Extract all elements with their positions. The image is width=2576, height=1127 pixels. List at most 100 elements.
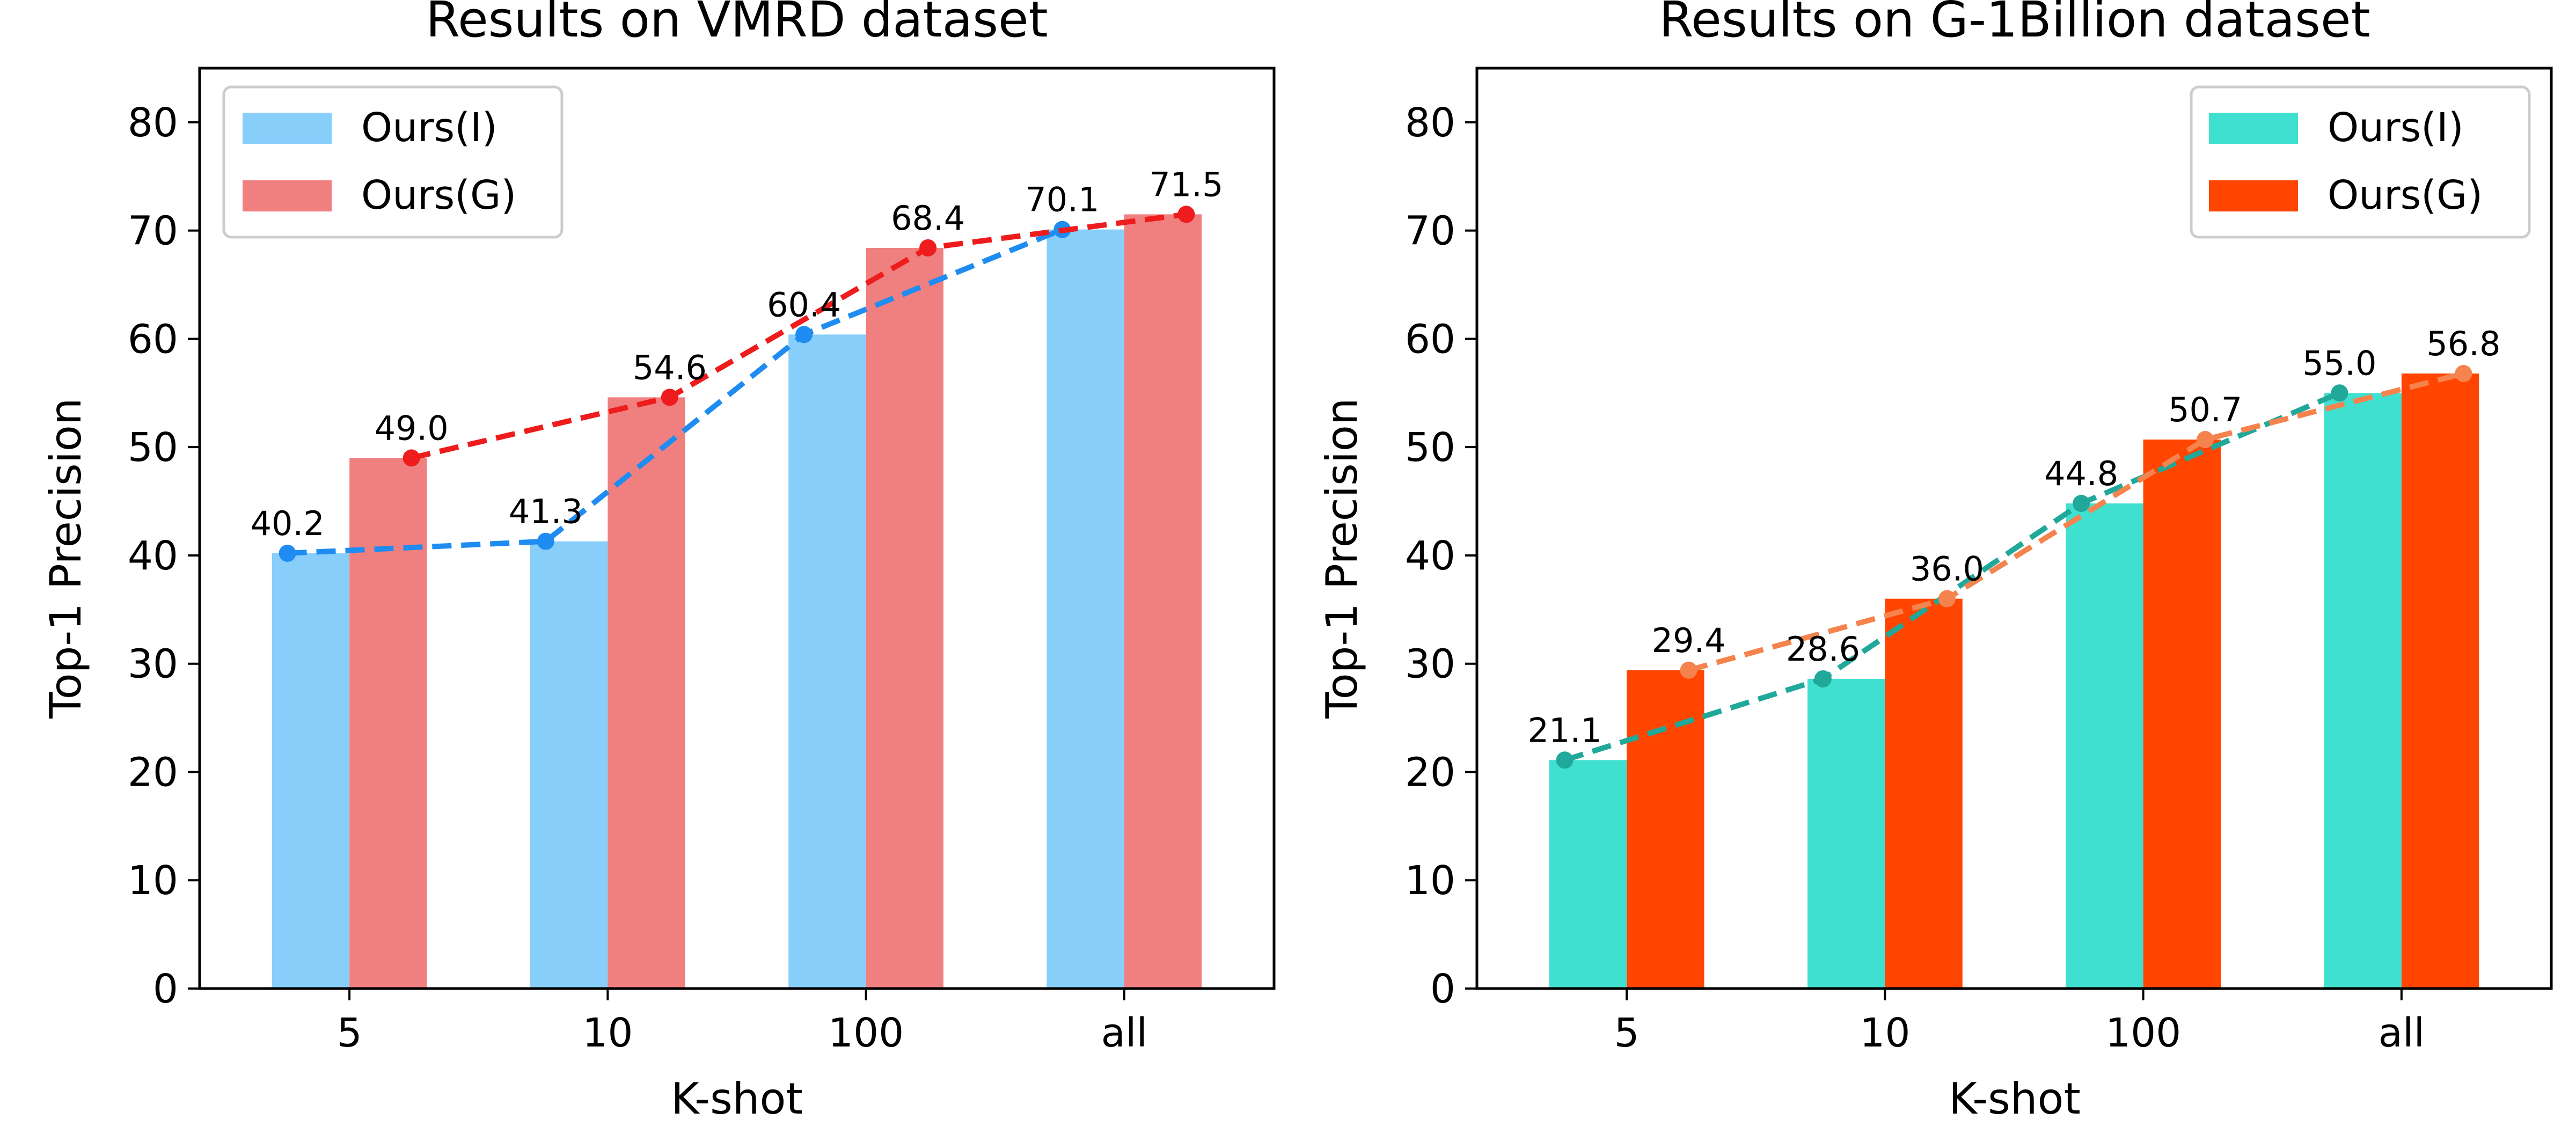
data-label-ours-g-10: 54.6 — [633, 348, 707, 387]
data-label-ours-g-10: 36.0 — [1910, 550, 1984, 589]
bars-group — [272, 214, 1202, 989]
y-tick-label: 0 — [1430, 966, 1455, 1012]
data-label-ours-i-all: 70.1 — [1025, 180, 1099, 219]
bar-ours-g-5 — [349, 458, 427, 989]
chart-panel-g1billion: Results on G-1Billion dataset K-shot Top… — [1317, 0, 2553, 1124]
data-labels-group: 40.2 41.3 60.4 70.1 49.0 54.6 68.4 71.5 — [251, 165, 1224, 543]
x-tick-label: 10 — [1860, 1010, 1910, 1056]
y-ticks-group: 0 10 20 30 40 50 60 70 80 — [1405, 100, 1477, 1012]
x-axis-label: K-shot — [1949, 1074, 2081, 1124]
data-label-ours-i-100: 60.4 — [767, 285, 841, 324]
y-tick-label: 0 — [153, 966, 178, 1012]
point-ours-g-10 — [1938, 590, 1956, 608]
data-label-ours-g-100: 68.4 — [891, 199, 965, 238]
bar-ours-i-all — [1046, 229, 1124, 989]
trend-line-ours-g — [411, 211, 1187, 461]
y-ticks-group: 0 10 20 30 40 50 60 70 80 — [128, 100, 200, 1012]
data-label-ours-i-5: 21.1 — [1528, 711, 1602, 750]
bar-ours-i-5 — [1549, 760, 1627, 989]
point-ours-g-5 — [402, 449, 420, 467]
lines-group — [279, 206, 1195, 562]
bar-ours-i-10 — [530, 541, 608, 989]
x-tick-label: 5 — [337, 1010, 362, 1056]
x-axis-label: K-shot — [671, 1074, 803, 1124]
x-tick-label: 5 — [1614, 1010, 1640, 1056]
data-label-ours-g-5: 49.0 — [375, 408, 449, 448]
y-tick-label: 50 — [128, 425, 178, 471]
trend-line-ours-g — [1688, 371, 2464, 673]
bar-ours-g-all — [1124, 214, 1202, 989]
bar-ours-i-100 — [2066, 503, 2143, 989]
point-ours-g-5 — [1680, 661, 1697, 679]
x-tick-label: all — [2379, 1010, 2425, 1056]
data-label-ours-g-all: 71.5 — [1149, 165, 1223, 204]
plot-frame — [198, 67, 1276, 990]
point-ours-i-100 — [2073, 495, 2090, 513]
y-tick-label: 50 — [1405, 425, 1455, 471]
trend-line-ours-i — [287, 226, 1064, 556]
legend-swatch-ours-g — [2209, 180, 2298, 211]
legend-swatch-ours-g — [243, 180, 332, 211]
data-label-ours-g-100: 50.7 — [2168, 390, 2242, 429]
bar-ours-g-all — [2401, 373, 2479, 989]
y-tick-label: 60 — [128, 316, 178, 362]
bar-ours-i-all — [2324, 393, 2402, 989]
legend-label-ours-i: Ours(I) — [361, 105, 497, 151]
y-axis-label: Top-1 Precision — [41, 398, 91, 719]
x-ticks-group: 5 10 100 all — [337, 989, 1147, 1056]
y-tick-label: 10 — [128, 858, 178, 904]
data-label-ours-i-100: 44.8 — [2044, 454, 2118, 493]
bar-ours-g-100 — [866, 247, 943, 989]
bars-group — [1549, 373, 2479, 989]
legend: Ours(I) Ours(G) — [2190, 85, 2531, 239]
bar-ours-g-10 — [608, 397, 685, 989]
point-ours-i-5 — [279, 544, 296, 562]
data-label-ours-i-10: 41.3 — [509, 492, 583, 531]
legend-label-ours-i: Ours(I) — [2328, 105, 2464, 151]
point-ours-i-5 — [1556, 751, 1574, 769]
y-tick-label: 70 — [1405, 208, 1455, 254]
data-label-ours-g-5: 29.4 — [1652, 621, 1726, 660]
data-labels-group: 21.1 28.6 44.8 55.0 29.4 36.0 50.7 56.8 — [1528, 324, 2501, 750]
data-label-ours-g-all: 56.8 — [2426, 324, 2500, 363]
y-tick-label: 30 — [1405, 641, 1455, 687]
legend-swatch-ours-i — [2209, 113, 2298, 144]
y-tick-label: 60 — [1405, 316, 1455, 362]
y-tick-label: 80 — [128, 100, 178, 146]
point-ours-g-all — [1177, 206, 1195, 223]
y-tick-label: 40 — [128, 533, 178, 579]
y-tick-label: 40 — [1405, 533, 1455, 579]
legend-label-ours-g: Ours(G) — [361, 172, 516, 218]
chart-title: Results on G-1Billion dataset — [1659, 0, 2370, 48]
x-ticks-group: 5 10 100 all — [1614, 989, 2425, 1056]
chart-panel-vmrd: Results on VMRD dataset K-shot Top-1 Pre… — [41, 0, 1276, 1124]
point-ours-i-10 — [537, 532, 554, 550]
x-tick-label: 10 — [582, 1010, 633, 1056]
y-tick-label: 30 — [128, 641, 178, 687]
bar-ours-i-100 — [788, 334, 866, 989]
legend-swatch-ours-i — [243, 113, 332, 144]
bar-ours-i-5 — [272, 553, 350, 989]
y-tick-label: 20 — [128, 749, 178, 795]
bar-ours-g-5 — [1627, 670, 1704, 989]
bar-ours-g-100 — [2143, 440, 2221, 989]
data-label-ours-i-10: 28.6 — [1786, 630, 1860, 669]
y-axis-label: Top-1 Precision — [1317, 398, 1367, 719]
y-tick-label: 20 — [1405, 749, 1455, 795]
bar-ours-i-10 — [1807, 678, 1885, 989]
x-tick-label: 100 — [2105, 1010, 2181, 1056]
y-tick-label: 80 — [1405, 100, 1455, 146]
point-ours-g-100 — [2197, 431, 2214, 449]
y-tick-label: 70 — [128, 208, 178, 254]
x-tick-label: all — [1101, 1010, 1147, 1056]
point-ours-g-all — [2455, 364, 2472, 382]
y-tick-label: 10 — [1405, 858, 1455, 904]
lines-group — [1556, 364, 2472, 769]
x-tick-label: 100 — [828, 1010, 904, 1056]
bar-ours-g-10 — [1885, 598, 1963, 989]
data-label-ours-i-all: 55.0 — [2302, 343, 2376, 383]
point-ours-i-all — [2331, 384, 2348, 402]
point-ours-i-10 — [1814, 670, 1832, 687]
point-ours-i-100 — [795, 326, 813, 343]
